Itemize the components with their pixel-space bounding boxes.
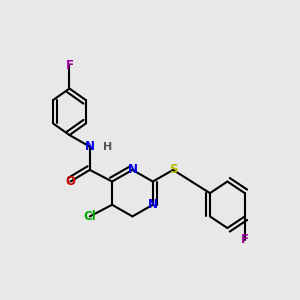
Text: N: N	[148, 198, 158, 211]
Text: H: H	[103, 142, 112, 152]
Text: N: N	[85, 140, 95, 153]
Text: Cl: Cl	[83, 210, 96, 223]
Text: F: F	[241, 233, 249, 246]
Text: F: F	[65, 59, 74, 72]
Text: S: S	[169, 164, 177, 176]
Text: O: O	[65, 175, 75, 188]
Text: N: N	[128, 164, 137, 176]
